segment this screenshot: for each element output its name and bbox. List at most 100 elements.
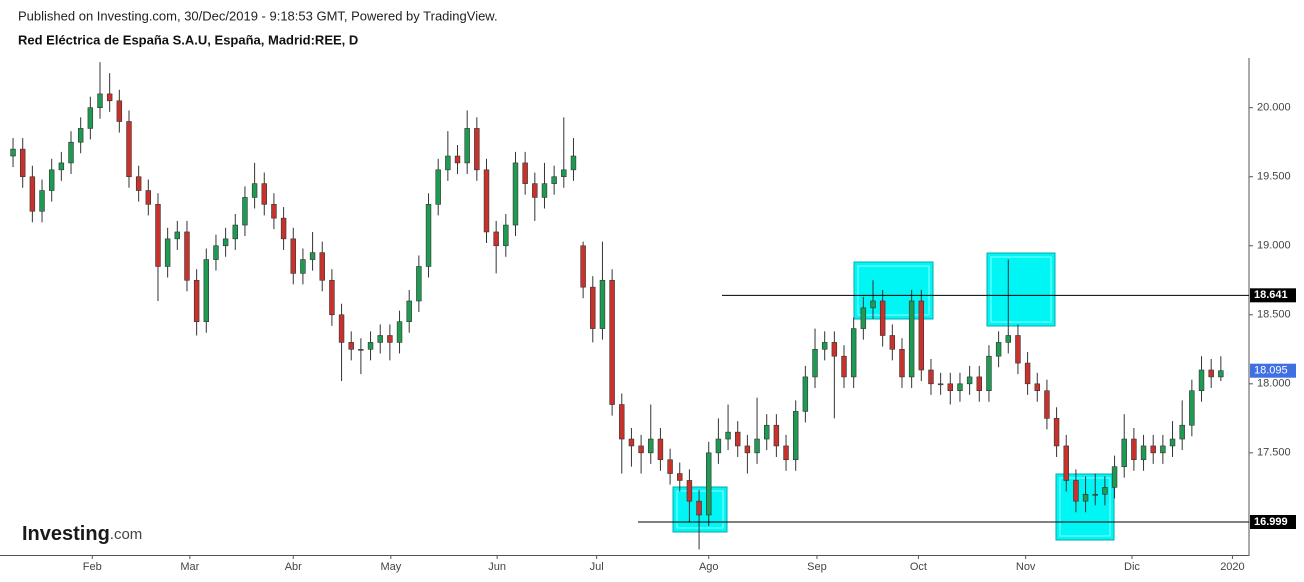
candle-body	[445, 155, 451, 171]
y-tick-label: 19.500	[1257, 171, 1291, 183]
candle-body	[222, 238, 229, 247]
candle-body	[300, 259, 306, 274]
candle-body	[580, 245, 586, 288]
published-note: Published on Investing.com, 30/Dec/2019 …	[18, 8, 498, 23]
candle-body	[870, 300, 876, 309]
logo: Investing.com	[22, 523, 142, 545]
candle-body	[155, 204, 161, 267]
candle-body	[1131, 438, 1137, 461]
candle-body	[1063, 445, 1069, 481]
candle-body	[735, 431, 741, 447]
candle-body	[667, 459, 673, 474]
candle-body	[232, 224, 238, 240]
candle-body	[725, 431, 731, 440]
candle-body	[677, 473, 683, 481]
candle-body	[126, 121, 132, 178]
candle-body	[416, 266, 422, 302]
y-tick-label: 18.000	[1257, 378, 1291, 390]
candle-body	[570, 155, 577, 171]
candle-body	[1208, 369, 1214, 378]
logo-name: Investing	[22, 523, 110, 545]
x-tick-label: Dic	[1124, 561, 1140, 573]
candle-body	[715, 438, 722, 454]
candle-body	[29, 176, 36, 212]
candle-body	[493, 231, 499, 247]
candle-body	[1005, 335, 1011, 343]
candle-body	[821, 342, 828, 350]
candle-body	[918, 300, 925, 371]
candle-body	[783, 445, 789, 461]
candle-body	[213, 245, 219, 260]
candle-body	[1121, 438, 1127, 467]
zone-inner	[1059, 477, 1111, 537]
candle-body	[551, 176, 557, 184]
candle-body	[348, 342, 354, 350]
candle-body	[908, 300, 915, 378]
zone-box	[986, 252, 1056, 327]
candle-body	[928, 369, 934, 385]
candle-body	[957, 383, 963, 392]
candle-body	[290, 238, 296, 274]
candle-body	[763, 424, 770, 440]
candle-body	[116, 100, 123, 122]
candle-body	[541, 183, 548, 198]
x-tick-label: Feb	[83, 561, 102, 573]
y-tick-label: 17.500	[1257, 447, 1291, 459]
candle-body	[850, 328, 857, 378]
candle-body	[319, 252, 325, 281]
level-tag-label: 18.641	[1254, 289, 1288, 301]
candle-body	[39, 190, 45, 212]
candle-body	[1102, 487, 1108, 495]
candle-body	[899, 348, 905, 378]
candle-body	[396, 321, 403, 343]
candle-body	[145, 190, 152, 205]
chart-title: Red Eléctrica de España S.A.U, España, M…	[18, 32, 358, 47]
candles	[10, 62, 1224, 550]
candle-body	[242, 197, 248, 226]
candle-body	[686, 480, 693, 502]
y-tick-label: 19.000	[1257, 240, 1291, 252]
level-tag	[1250, 515, 1296, 530]
candle-body	[1024, 362, 1031, 385]
candle-body	[754, 438, 760, 454]
candle-body	[106, 93, 113, 102]
zone-inner	[857, 265, 930, 316]
candle-body	[503, 224, 509, 247]
logo-suffix: .com	[110, 526, 143, 543]
level-tag	[1250, 288, 1296, 303]
candle-body	[619, 404, 625, 440]
candle-body	[599, 279, 606, 329]
y-tick-label: 20.000	[1257, 102, 1291, 114]
candle-body	[358, 348, 364, 351]
candle-body	[1198, 369, 1205, 392]
x-tick-label: Ago	[699, 561, 719, 573]
candle-body	[338, 314, 345, 343]
last-price-label: 18.095	[1254, 365, 1288, 377]
candle-body	[87, 107, 94, 129]
candle-body	[454, 155, 461, 164]
candle-body	[966, 376, 973, 385]
candle-body	[435, 169, 441, 205]
candle-body	[860, 307, 867, 329]
candle-body	[193, 279, 200, 322]
x-tick-label: Nov	[1016, 561, 1036, 573]
candle-body	[406, 300, 412, 322]
candle-body	[1034, 383, 1040, 392]
zone-box	[1055, 473, 1115, 541]
candle-body	[1160, 445, 1166, 454]
x-tick-label: Oct	[910, 561, 927, 573]
candle-body	[512, 162, 519, 226]
candle-body	[937, 383, 944, 386]
candle-body	[522, 162, 528, 184]
candle-body	[812, 348, 818, 378]
candle-body	[203, 259, 210, 322]
candle-body	[377, 335, 383, 343]
level-tag-label: 16.999	[1254, 516, 1288, 528]
x-tick-label: Sep	[807, 561, 827, 573]
candle-body	[590, 286, 596, 329]
highlight-zones	[672, 252, 1115, 541]
candle-body	[657, 438, 664, 461]
x-tick-label: 2020	[1220, 561, 1244, 573]
candle-body	[648, 438, 654, 454]
